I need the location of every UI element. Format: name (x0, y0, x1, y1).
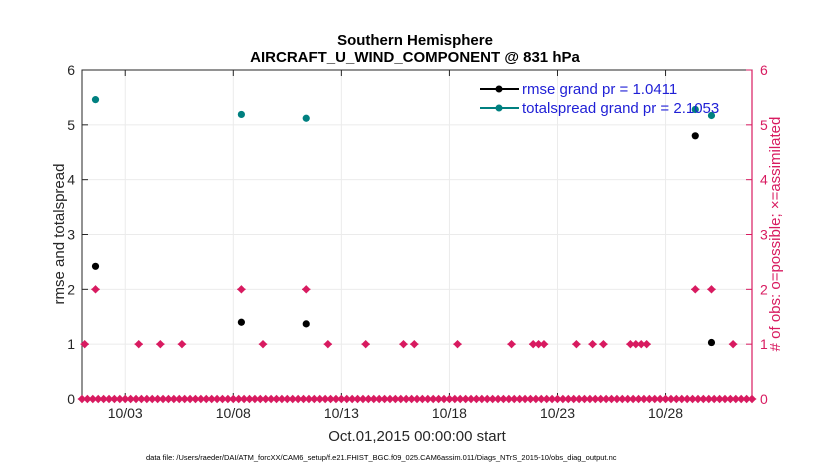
rmse-point (237, 318, 245, 326)
rmse-point (691, 132, 699, 140)
y-right-tick-label: 6 (760, 62, 768, 78)
y-axis-right-label: # of obs: o=possible; ×=assimilated (767, 117, 784, 352)
obs-count-point (80, 339, 89, 349)
y-tick-label: 2 (67, 281, 75, 297)
y-right-tick-label: 0 (760, 391, 768, 407)
spread-point (707, 111, 716, 120)
x-tick-label: 10/03 (108, 405, 143, 421)
y-right-tick-label: 1 (760, 336, 768, 352)
y-tick-label: 4 (67, 172, 75, 188)
obs-count-point (728, 339, 738, 349)
y-right-tick-label: 5 (760, 117, 768, 133)
legend-spread-marker (495, 104, 503, 112)
obs-zero-point (747, 394, 757, 404)
spread-point (691, 105, 699, 114)
legend-rmse-label: rmse grand pr = 1.0411 (522, 81, 677, 98)
y-tick-label: 0 (67, 391, 75, 407)
rmse-point (91, 262, 100, 270)
spread-point (237, 110, 245, 119)
x-tick-label: 10/23 (540, 405, 575, 421)
obs-count-point (361, 339, 370, 349)
grid-lines (82, 70, 752, 399)
y-tick-label: 6 (67, 62, 75, 78)
legend-rmse-marker (495, 85, 503, 93)
rmse-point (302, 320, 310, 328)
legend-spread-label: totalspread grand pr = 2.1053 (522, 100, 719, 117)
obs-count-point (399, 339, 408, 349)
obs-count-point (588, 339, 597, 349)
y-right-tick-label: 4 (760, 172, 768, 188)
data-file-footnote: data file: /Users/raeder/DAI/ATM_forcXX/… (146, 453, 617, 462)
obs-count-point (642, 339, 651, 349)
x-tick-label: 10/28 (648, 405, 683, 421)
obs-count-point (237, 285, 246, 294)
rmse-point (707, 338, 716, 347)
y-right-tick-label: 3 (760, 227, 768, 243)
obs-count-point (91, 285, 100, 294)
x-axis-label: Oct.01,2015 00:00:00 start (328, 428, 506, 445)
obs-count-point (177, 339, 187, 349)
y-tick-label: 1 (67, 336, 75, 352)
y-axis-label: rmse and totalspread (51, 164, 68, 305)
obs-count-point (410, 339, 419, 349)
obs-count-point (258, 339, 268, 349)
data-marks (77, 96, 757, 404)
chart-title: Southern Hemisphere (337, 32, 493, 49)
y-tick-label: 3 (67, 227, 75, 243)
obs-count-point (156, 339, 165, 349)
chart-subtitle: AIRCRAFT_U_WIND_COMPONENT @ 831 hPa (250, 49, 580, 66)
spread-point (91, 96, 100, 104)
obs-count-point (134, 339, 143, 349)
spread-point (302, 114, 310, 122)
x-tick-label: 10/08 (216, 405, 251, 421)
legend: rmse grand pr = 1.0411 totalspread grand… (480, 81, 719, 117)
y-tick-label: 5 (67, 117, 75, 133)
obs-count-point (707, 285, 716, 294)
x-tick-label: 10/18 (432, 405, 467, 421)
y-right-tick-label: 2 (760, 281, 768, 297)
obs-count-point (453, 339, 462, 349)
obs-count-point (691, 285, 700, 294)
obs-count-point (302, 285, 311, 294)
axis-ticks: 10/03 10/08 10/13 10/18 10/23 10/28 0 0 1 1 2 2 3 3 4 4… (67, 62, 768, 421)
obs-count-point (599, 339, 608, 349)
obs-count-point (539, 339, 549, 349)
obs-count-point (323, 339, 333, 349)
obs-count-point (572, 339, 581, 349)
obs-count-point (507, 339, 516, 349)
x-tick-label: 10/13 (324, 405, 359, 421)
